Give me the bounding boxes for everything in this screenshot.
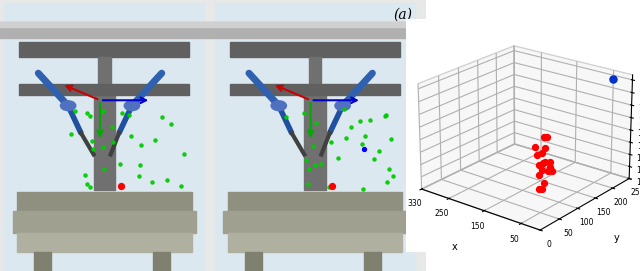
Bar — [244, 252, 262, 271]
Point — [384, 167, 394, 172]
Point — [301, 158, 311, 163]
Point — [134, 174, 145, 178]
Point — [124, 112, 134, 117]
Point — [369, 157, 380, 161]
Bar — [364, 252, 381, 271]
Point — [136, 143, 146, 147]
Point — [176, 184, 186, 188]
Point — [157, 115, 167, 119]
Bar — [153, 252, 170, 271]
Bar — [19, 42, 189, 57]
Point — [98, 145, 108, 150]
Bar — [34, 252, 51, 271]
Point — [380, 113, 390, 117]
Bar — [215, 3, 415, 271]
Bar — [4, 3, 204, 271]
Bar — [228, 192, 402, 211]
Point — [88, 147, 99, 151]
Point — [85, 114, 95, 118]
Point — [299, 111, 309, 115]
Point — [355, 119, 365, 123]
Point — [115, 162, 125, 166]
Point — [381, 180, 392, 185]
Point — [166, 122, 177, 126]
Point — [79, 173, 90, 177]
Bar — [17, 192, 191, 211]
Point — [333, 156, 343, 160]
Bar — [230, 84, 400, 95]
Point — [303, 167, 314, 171]
Point — [134, 163, 145, 167]
Point — [98, 109, 108, 113]
Y-axis label: y: y — [613, 233, 619, 243]
Point — [358, 187, 368, 191]
Point — [359, 147, 369, 151]
Point — [162, 178, 172, 182]
Point — [179, 152, 189, 156]
Point — [150, 138, 161, 143]
Point — [84, 185, 95, 189]
Point — [303, 181, 314, 186]
Point — [310, 163, 320, 167]
Point — [281, 115, 291, 119]
Bar — [223, 211, 406, 233]
Point — [324, 185, 334, 190]
Point — [374, 149, 385, 153]
Bar — [0, 22, 426, 27]
Point — [327, 183, 337, 188]
Point — [81, 182, 92, 186]
Point — [125, 134, 136, 138]
Circle shape — [124, 101, 140, 111]
Point — [326, 140, 337, 144]
Point — [386, 137, 396, 141]
Point — [360, 133, 370, 138]
Circle shape — [271, 101, 287, 111]
Circle shape — [335, 101, 350, 111]
Point — [380, 114, 390, 118]
Bar — [304, 92, 326, 190]
Point — [70, 109, 80, 113]
Point — [357, 141, 367, 146]
Point — [108, 139, 118, 144]
Bar — [0, 22, 426, 38]
Bar — [19, 84, 189, 95]
Point — [365, 118, 376, 122]
Point — [81, 110, 92, 115]
Bar — [13, 211, 196, 233]
Point — [346, 125, 356, 129]
Point — [117, 111, 127, 115]
Point — [341, 136, 351, 140]
Bar — [308, 57, 321, 92]
Bar — [93, 92, 115, 190]
Point — [311, 121, 321, 125]
Point — [316, 162, 326, 166]
Point — [107, 124, 117, 129]
X-axis label: x: x — [452, 242, 458, 252]
Point — [308, 143, 319, 148]
Point — [388, 174, 399, 178]
Point — [65, 132, 76, 136]
Bar — [17, 233, 191, 252]
Point — [339, 107, 349, 111]
Point — [116, 183, 127, 188]
Point — [147, 180, 157, 184]
Point — [99, 166, 109, 171]
Bar — [230, 42, 400, 57]
Bar — [98, 57, 111, 92]
Circle shape — [60, 101, 76, 111]
Text: (a): (a) — [394, 8, 413, 22]
Bar — [228, 233, 402, 252]
Point — [87, 139, 97, 143]
